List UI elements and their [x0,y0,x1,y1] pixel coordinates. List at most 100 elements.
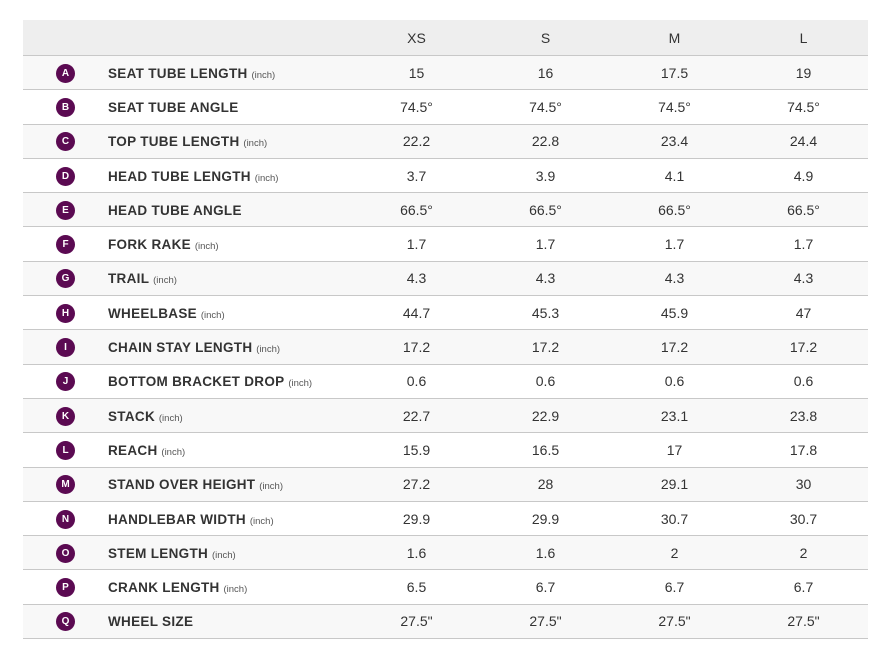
value-cell: 4.3 [739,261,868,297]
value-cell: 29.9 [352,501,481,537]
value-cell: 1.7 [739,226,868,262]
letter-badge: P [56,578,75,598]
value-cell: 29.1 [610,467,739,502]
value-cell: 15 [352,55,481,91]
value-cell: 17.2 [352,329,481,365]
label-cell: HEAD TUBE ANGLE [108,192,352,228]
table-row: F FORK RAKE (inch) 1.7 1.7 1.7 1.7 [23,226,868,262]
value-cell: 28 [481,467,610,502]
value-cell: 1.6 [352,535,481,571]
value-cell: 45.9 [610,295,739,331]
measure-label: HANDLEBAR WIDTH [108,511,246,527]
size-header: M [610,20,739,56]
value-cell: 0.6 [481,364,610,399]
table-row: D HEAD TUBE LENGTH (inch) 3.7 3.9 4.1 4.9 [23,158,868,194]
badge-cell: H [23,295,108,331]
letter-badge: C [56,132,75,152]
table-row: N HANDLEBAR WIDTH (inch) 29.9 29.9 30.7 30.7 [23,501,868,537]
header-blank [108,20,352,56]
value-cell: 6.7 [739,569,868,605]
badge-cell: P [23,569,108,605]
value-cell: 30.7 [610,501,739,537]
value-cell: 74.5° [610,89,739,125]
table-row: I CHAIN STAY LENGTH (inch) 17.2 17.2 17.2 17… [23,329,868,365]
value-cell: 29.9 [481,501,610,537]
measure-label: WHEELBASE [108,305,197,321]
table-row: M STAND OVER HEIGHT (inch) 27.2 28 29.1 30 [23,467,868,502]
letter-badge: Q [56,612,75,632]
label-cell: HEAD TUBE LENGTH (inch) [108,158,352,194]
letter-badge: N [56,509,75,529]
table-row: B SEAT TUBE ANGLE 74.5° 74.5° 74.5° 74.5° [23,89,868,125]
label-cell: FORK RAKE (inch) [108,226,352,262]
unit-label: (inch) [200,309,225,321]
table-row: A SEAT TUBE LENGTH (inch) 15 16 17.5 19 [23,55,868,91]
value-cell: 4.3 [481,261,610,297]
value-cell: 3.9 [481,158,610,194]
measure-label: STAND OVER HEIGHT [108,477,256,493]
badge-cell: N [23,501,108,537]
unit-label: (inch) [223,584,248,596]
unit-label: (inch) [251,69,276,81]
letter-badge: D [56,166,75,186]
size-header: L [739,20,868,56]
value-cell: 4.1 [610,158,739,194]
badge-cell: M [23,467,108,502]
value-cell: 4.3 [352,261,481,297]
measure-label: CRANK LENGTH [108,580,220,596]
badge-cell: O [23,535,108,571]
unit-label: (inch) [211,549,236,561]
value-cell: 22.9 [481,398,610,434]
letter-badge: J [56,372,75,392]
letter-badge: M [56,475,75,495]
header-blank [23,20,108,56]
value-cell: 23.1 [610,398,739,434]
label-cell: WHEEL SIZE [108,604,352,640]
value-cell: 17.2 [610,329,739,365]
table-row: C TOP TUBE LENGTH (inch) 22.2 22.8 23.4 24.4 [23,124,868,159]
value-cell: 0.6 [739,364,868,399]
value-cell: 74.5° [352,89,481,125]
letter-badge: K [56,406,75,426]
value-cell: 22.8 [481,124,610,159]
unit-label: (inch) [153,275,177,287]
badge-cell: I [23,329,108,365]
letter-badge: H [56,303,75,323]
value-cell: 17.8 [739,432,868,468]
value-cell: 1.7 [352,226,481,262]
value-cell: 66.5° [352,192,481,228]
label-cell: TOP TUBE LENGTH (inch) [108,124,352,159]
value-cell: 6.7 [610,569,739,605]
value-cell: 74.5° [481,89,610,125]
measure-label: SEAT TUBE ANGLE [108,99,239,115]
value-cell: 23.8 [739,398,868,434]
label-cell: TRAIL (inch) [108,261,352,297]
value-cell: 47 [739,295,868,331]
letter-badge: G [56,269,75,289]
unit-label: (inch) [243,138,268,150]
value-cell: 66.5° [610,192,739,228]
measure-label: HEAD TUBE ANGLE [108,202,242,218]
value-cell: 27.5" [352,604,481,640]
unit-label: (inch) [161,446,186,458]
value-cell: 1.6 [481,535,610,571]
table-row: J BOTTOM BRACKET DROP (inch) 0.6 0.6 0.6 0.6 [23,364,868,399]
value-cell: 15.9 [352,432,481,468]
letter-badge: O [56,543,75,563]
value-cell: 16 [481,55,610,91]
measure-label: FORK RAKE [108,237,191,253]
value-cell: 27.2 [352,467,481,502]
table-row: H WHEELBASE (inch) 44.7 45.3 45.9 47 [23,295,868,331]
value-cell: 1.7 [610,226,739,262]
badge-cell: A [23,55,108,91]
table-row: G TRAIL (inch) 4.3 4.3 4.3 4.3 [23,261,868,297]
badge-cell: J [23,364,108,399]
measure-label: STEM LENGTH [108,545,209,561]
label-cell: STEM LENGTH (inch) [108,535,352,571]
letter-badge: I [56,338,75,358]
badge-cell: D [23,158,108,194]
measure-label: STACK [108,408,155,424]
value-cell: 17 [610,432,739,468]
letter-badge: A [56,63,75,83]
label-cell: HANDLEBAR WIDTH (inch) [108,501,352,537]
